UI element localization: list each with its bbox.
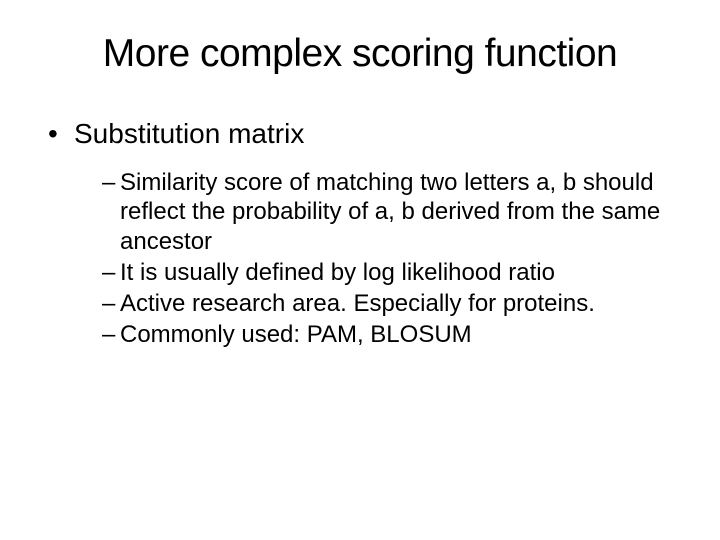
- bullet-list-level1: Substitution matrix Similarity score of …: [48, 118, 672, 350]
- slide-title: More complex scoring function: [48, 32, 672, 76]
- bullet-list-level2: Similarity score of matching two letters…: [74, 168, 672, 350]
- level1-text: Substitution matrix: [74, 118, 304, 149]
- list-item: Similarity score of matching two letters…: [102, 168, 672, 256]
- list-item: Substitution matrix Similarity score of …: [48, 118, 672, 350]
- list-item: It is usually defined by log likelihood …: [102, 258, 672, 287]
- list-item: Active research area. Especially for pro…: [102, 289, 672, 318]
- list-item: Commonly used: PAM, BLOSUM: [102, 320, 672, 349]
